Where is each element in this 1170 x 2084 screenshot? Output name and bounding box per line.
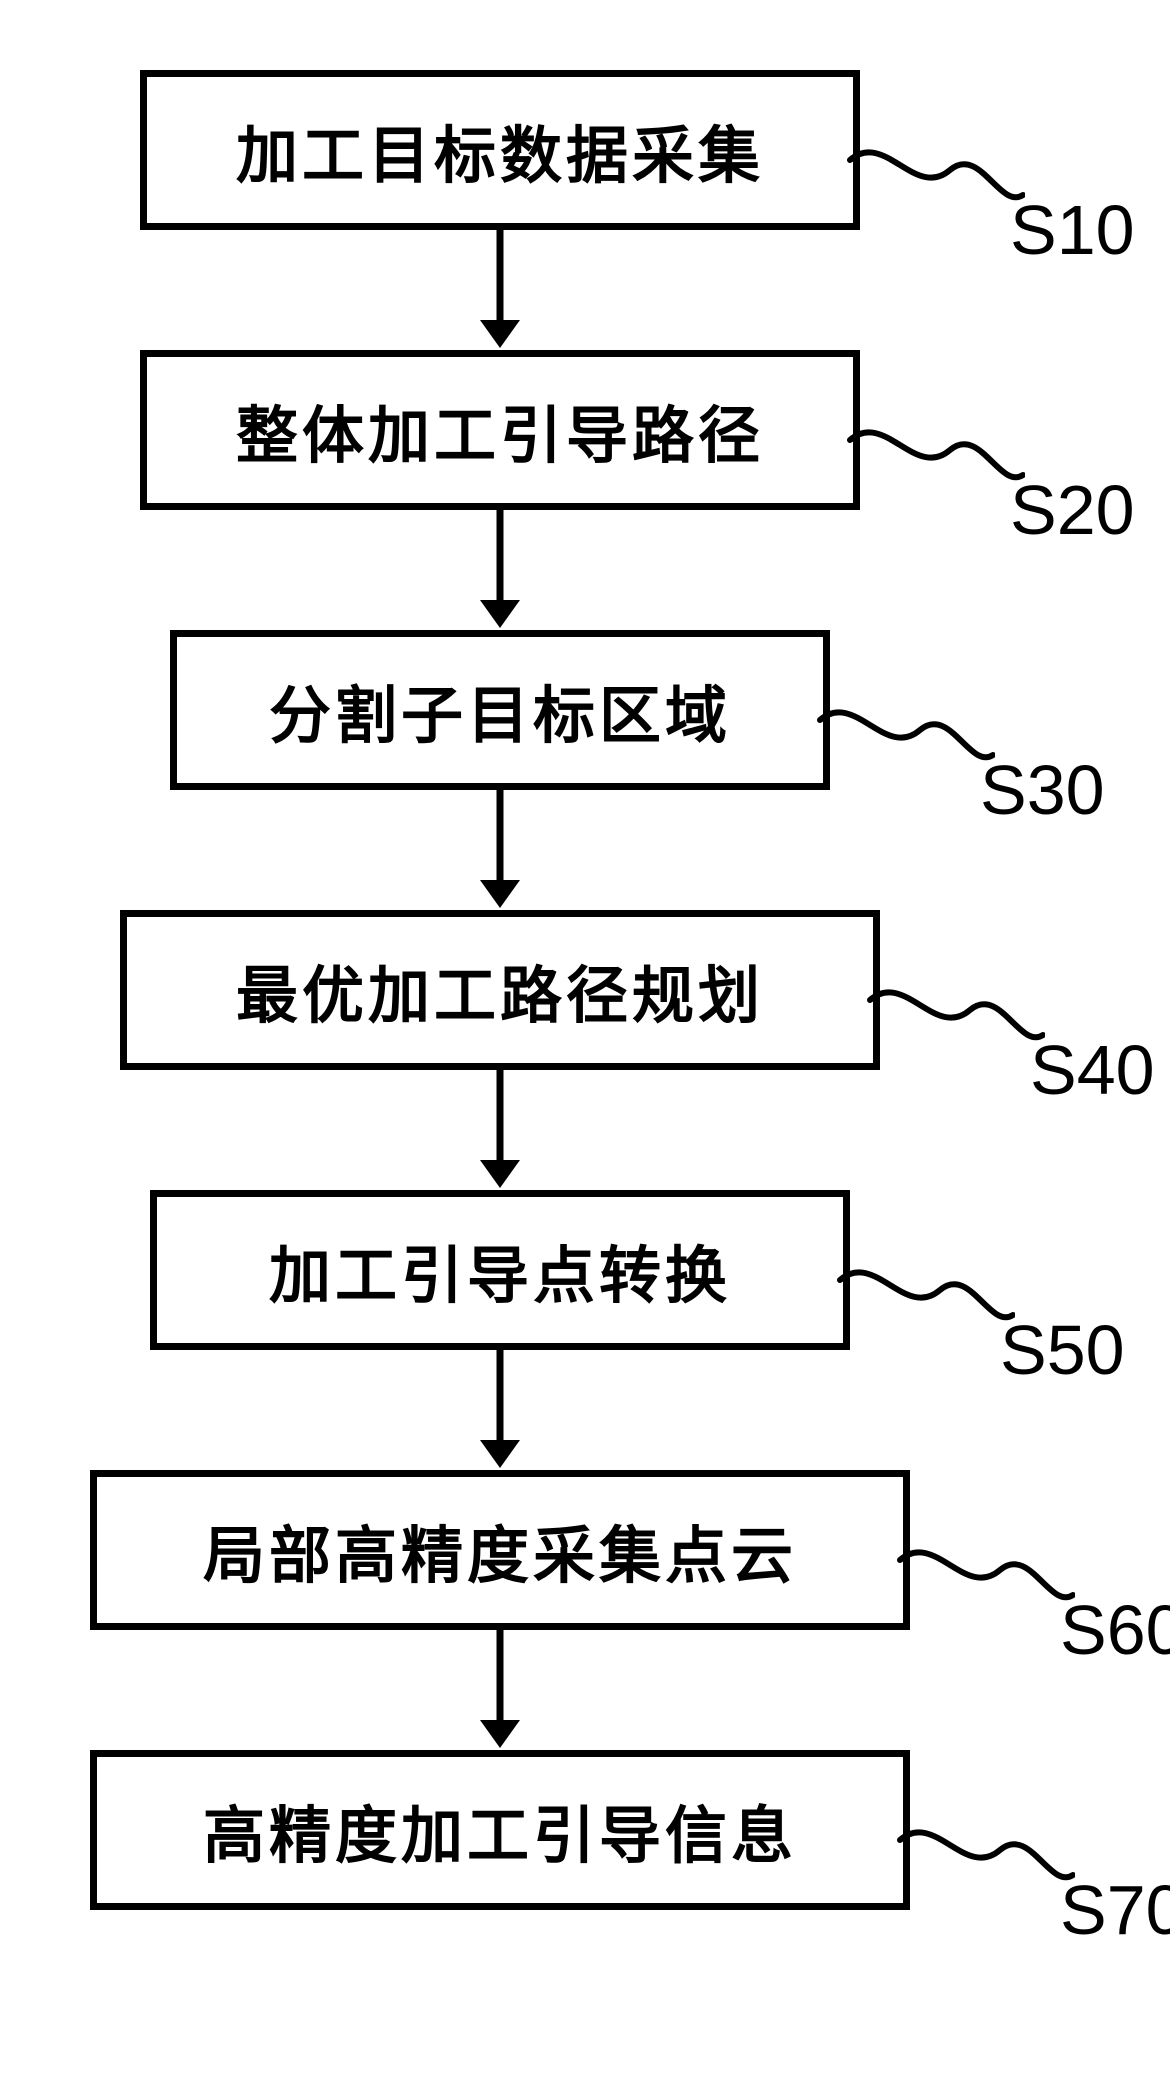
flow-step-s60: 局部高精度采集点云 S60 [90,1470,1080,1630]
flowchart-container: 加工目标数据采集 S10 整体加工引导路径 S20 分割子目标区域 S30 最优… [90,70,1080,1910]
wavy-connector [895,1540,1075,1660]
flow-box: 局部高精度采集点云 [90,1470,910,1630]
flow-box-text: 加工目标数据采集 [236,105,764,195]
flow-arrow [90,230,910,350]
step-label: S20 [1010,470,1135,550]
flow-arrow [90,1350,910,1470]
flow-step-s10: 加工目标数据采集 S10 [90,70,1080,230]
step-label: S60 [1060,1590,1170,1670]
flow-box: 整体加工引导路径 [140,350,860,510]
step-label: S50 [1000,1310,1125,1390]
flow-box: 分割子目标区域 [170,630,830,790]
flow-box: 加工目标数据采集 [140,70,860,230]
flow-arrow [90,1630,910,1750]
flow-step-s50: 加工引导点转换 S50 [90,1190,1080,1350]
step-label: S10 [1010,190,1135,270]
flow-step-s20: 整体加工引导路径 S20 [90,350,1080,510]
flow-box: 加工引导点转换 [150,1190,850,1350]
flow-box-text: 高精度加工引导信息 [203,1785,797,1875]
flow-step-s40: 最优加工路径规划 S40 [90,910,1080,1070]
flow-arrow [90,510,910,630]
flow-arrow [90,1070,910,1190]
flow-box-text: 最优加工路径规划 [236,945,764,1035]
flow-box-text: 局部高精度采集点云 [203,1505,797,1595]
flow-box-text: 加工引导点转换 [269,1225,731,1315]
flow-box-text: 整体加工引导路径 [236,385,764,475]
wavy-connector [895,1820,1075,1940]
step-label: S30 [980,750,1105,830]
flow-step-s70: 高精度加工引导信息 S70 [90,1750,1080,1910]
flow-arrow [90,790,910,910]
step-label: S70 [1060,1870,1170,1950]
flow-box: 高精度加工引导信息 [90,1750,910,1910]
step-label: S40 [1030,1030,1155,1110]
flow-box: 最优加工路径规划 [120,910,880,1070]
flow-box-text: 分割子目标区域 [269,665,731,755]
flow-step-s30: 分割子目标区域 S30 [90,630,1080,790]
